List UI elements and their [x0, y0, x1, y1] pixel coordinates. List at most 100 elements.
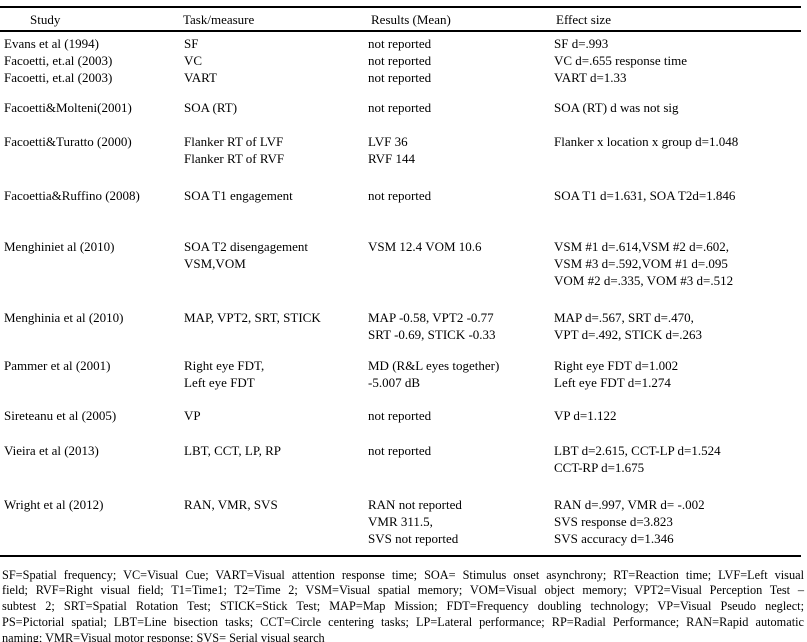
cell-line: not reported: [368, 407, 432, 423]
cell-line: SVS response d=3.823: [554, 513, 673, 529]
task-cell: Right eye FDT, Left eye FDT: [183, 357, 365, 391]
cell-line: VC: [184, 52, 203, 68]
cell-line: Facoettia&Ruffino (2008): [4, 187, 140, 203]
cell-line: MAP, VPT2, SRT, STICK: [184, 309, 321, 325]
cell-line: Flanker RT of RVF: [184, 150, 285, 166]
cell-line: not reported: [368, 442, 432, 458]
results-cell: not reported: [365, 52, 548, 69]
cell-line: CCT-RP d=1.675: [554, 459, 645, 475]
cell-line: LBT, CCT, LP, RP: [184, 442, 282, 458]
cell-line: VSM,VOM: [184, 255, 246, 271]
task-cell: VC: [183, 52, 365, 69]
cell-line: Left eye FDT: [184, 374, 255, 390]
study-cell: Evans et al (1994): [4, 35, 183, 52]
cell-line: RVF 144: [368, 150, 415, 166]
cell-line: Right eye FDT d=1.002: [554, 357, 679, 373]
study-cell: Facoetti&Turatto (2000): [4, 133, 183, 167]
study-cell: Facoetti, et.al (2003): [4, 52, 183, 69]
study-cell: Vieira et al (2013): [4, 442, 183, 476]
cell-line: not reported: [368, 35, 432, 51]
task-cell: SOA T1 engagement: [183, 187, 365, 204]
results-cell: not reported: [365, 407, 548, 424]
cell-line: SVS not reported: [368, 530, 459, 546]
task-cell: RAN, VMR, SVS: [183, 496, 365, 547]
study-cell: Menghinia et al (2010): [4, 309, 183, 343]
results-cell: LVF 36 RVF 144: [365, 133, 548, 167]
cell-line: RAN d=.997, VMR d= -.002: [554, 496, 705, 512]
cell-line: VMR 311.5,: [368, 513, 433, 529]
table-row: Menghiniet al (2010) SOA T2 disengagement…: [4, 238, 803, 289]
cell-line: VC d=.655 response time: [554, 52, 687, 68]
table-row: Facoetti, et.al (2003) VART not reported VA…: [4, 69, 803, 86]
table-row: Pammer et al (2001) Right eye FDT, Left ey…: [4, 357, 803, 391]
cell-line: Facoetti&Turatto (2000): [4, 133, 132, 149]
cell-line: Flanker x location x group d=1.048: [554, 133, 739, 149]
cell-line: SRT -0.69, STICK -0.33: [368, 326, 496, 342]
task-cell: LBT, CCT, LP, RP: [183, 442, 365, 476]
cell-line: VOM #2 d=.335, VOM #3 d=.512: [554, 272, 734, 288]
cell-line: Facoetti, et.al (2003): [4, 52, 113, 68]
cell-line: RAN not reported: [368, 496, 462, 512]
study-cell: Facoetti, et.al (2003): [4, 69, 183, 86]
cell-line: SOA (RT) d was not sig: [554, 99, 679, 115]
cell-line: not reported: [368, 69, 432, 85]
table-row: Facoetti&Molteni(2001) SOA (RT) not report…: [4, 99, 803, 116]
cell-line: VP d=1.122: [554, 407, 617, 423]
cell-line: SOA (RT): [184, 99, 238, 115]
cell-line: SF d=.993: [554, 35, 609, 51]
effect-cell: VART d=1.33: [548, 69, 803, 86]
cell-line: SOA T1 engagement: [184, 187, 293, 203]
results-cell: MAP -0.58, VPT2 -0.77 SRT -0.69, STICK -0…: [365, 309, 548, 343]
study-cell: Facoettia&Ruffino (2008): [4, 187, 183, 204]
cell-line: VSM 12.4 VOM 10.6: [368, 238, 482, 254]
results-cell: not reported: [365, 442, 548, 476]
results-cell: not reported: [365, 99, 548, 116]
task-cell: VART: [183, 69, 365, 86]
effect-cell: SOA T1 d=1.631, SOA T2d=1.846: [548, 187, 803, 204]
cell-line: Evans et al (1994): [4, 35, 99, 51]
cell-line: LBT d=2.615, CCT-LP d=1.524: [554, 442, 721, 458]
cell-line: Flanker RT of LVF: [184, 133, 284, 149]
study-cell: Sireteanu et al (2005): [4, 407, 183, 424]
footnote-line: field; RVF=Right visual field; T1=Time1;…: [2, 583, 804, 598]
table-header-row: Study Task/measure Results (Mean) Effect…: [4, 8, 803, 30]
results-cell: not reported: [365, 35, 548, 52]
effect-cell: SOA (RT) d was not sig: [548, 99, 803, 116]
effect-cell: MAP d=.567, SRT d=.470, VPT d=.492, STICK…: [548, 309, 803, 343]
cell-line: SVS accuracy d=1.346: [554, 530, 674, 546]
table-row: Evans et al (1994) SF not reported SF d=.99…: [4, 35, 803, 52]
footnote-line: PS=Pictorial spatial; LBT=Line bisection…: [2, 614, 804, 629]
table-bottom-rule: [0, 554, 801, 557]
cell-line: VPT d=.492, STICK d=.263: [554, 326, 703, 342]
cell-line: Right eye FDT,: [184, 357, 265, 373]
cell-line: Sireteanu et al (2005): [4, 407, 117, 423]
table-top-rule: [0, 6, 801, 8]
cell-line: not reported: [368, 187, 432, 203]
column-header-effect: Effect size: [556, 12, 611, 27]
table-row: Wright et al (2012) RAN, VMR, SVS RAN not …: [4, 496, 803, 547]
table-row: Sireteanu et al (2005) VP not reported VP d…: [4, 407, 803, 424]
cell-line: SOA T2 disengagement: [184, 238, 308, 254]
cell-line: VART d=1.33: [554, 69, 627, 85]
column-header-results: Results (Mean): [371, 12, 451, 27]
effect-cell: Right eye FDT d=1.002 Left eye FDT d=1.27…: [548, 357, 803, 391]
task-cell: MAP, VPT2, SRT, STICK: [183, 309, 365, 343]
effect-cell: RAN d=.997, VMR d= -.002 SVS response d=3…: [548, 496, 803, 547]
results-cell: RAN not reported VMR 311.5, SVS not report…: [365, 496, 548, 547]
results-cell: VSM 12.4 VOM 10.6: [365, 238, 548, 289]
cell-line: VART: [184, 69, 217, 85]
cell-line: Left eye FDT d=1.274: [554, 374, 671, 390]
cell-line: not reported: [368, 52, 432, 68]
task-cell: VP: [183, 407, 365, 424]
table-row: Menghinia et al (2010) MAP, VPT2, SRT, ST…: [4, 309, 803, 343]
cell-line: LVF 36: [368, 133, 408, 149]
effect-cell: LBT d=2.615, CCT-LP d=1.524 CCT-RP d=1.67…: [548, 442, 803, 476]
table-row: Facoettia&Ruffino (2008) SOA T1 engagemen…: [4, 187, 803, 204]
cell-line: MD (R&L eyes together): [368, 357, 500, 373]
cell-line: -5.007 dB: [368, 374, 420, 390]
cell-line: VSM #1 d=.614,VSM #2 d=.602,: [554, 238, 730, 254]
table-header-rule: [0, 30, 801, 32]
cell-line: Menghiniet al (2010): [4, 238, 115, 254]
task-cell: SF: [183, 35, 365, 52]
